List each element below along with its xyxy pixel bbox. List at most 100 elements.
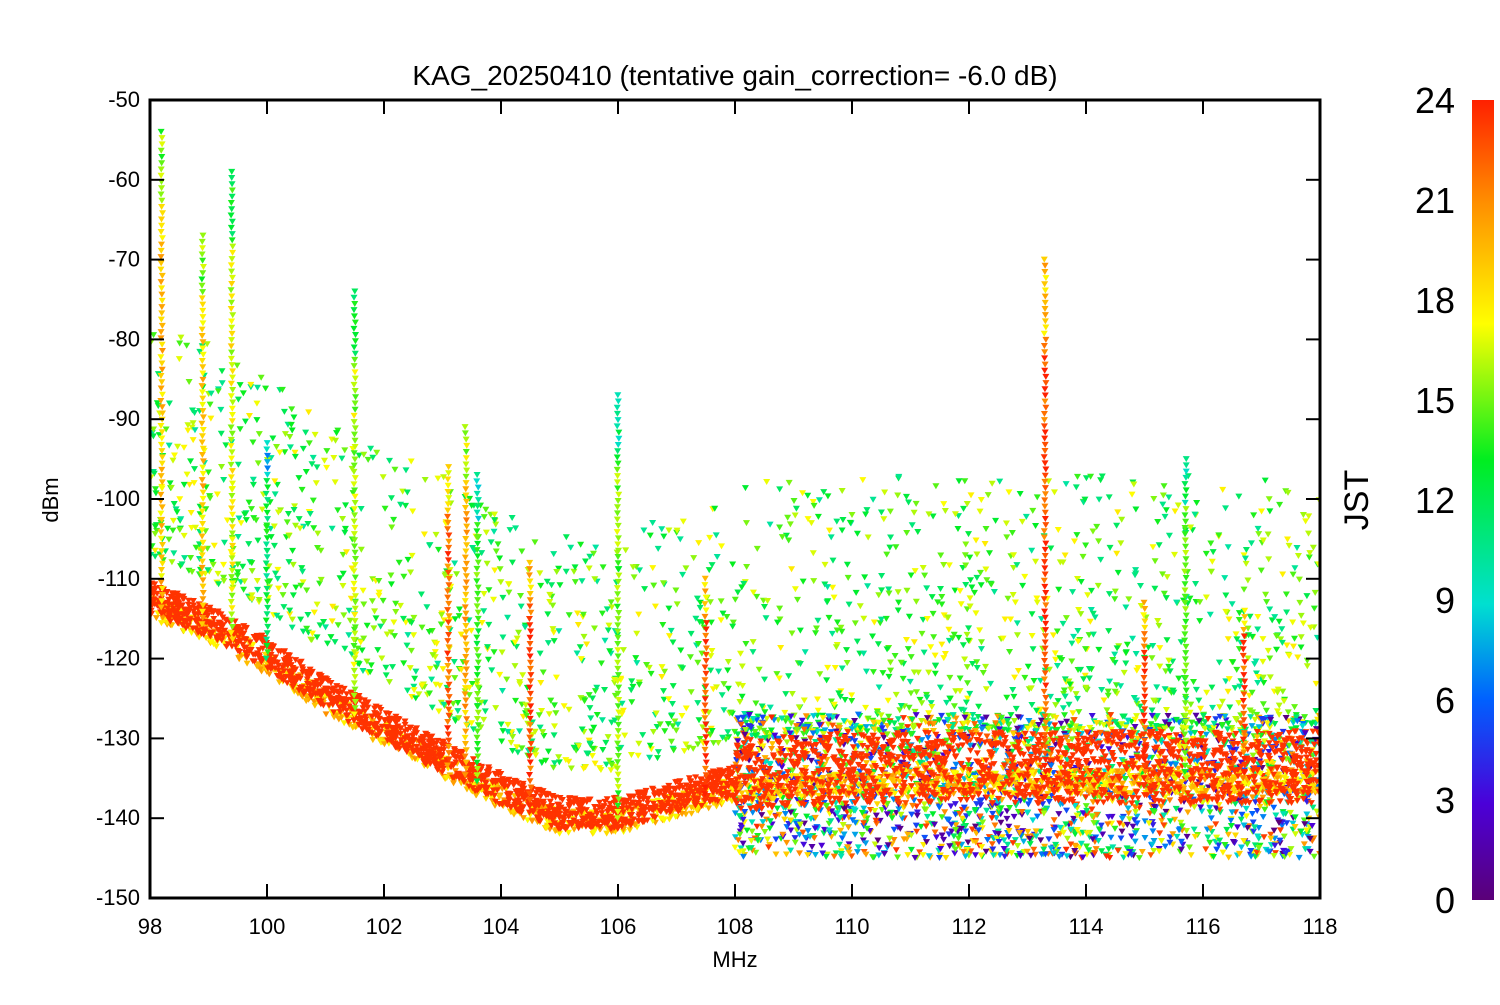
data-point	[916, 849, 924, 856]
data-point	[331, 479, 339, 486]
data-point	[825, 614, 833, 621]
data-point	[812, 630, 820, 637]
data-point	[309, 454, 317, 461]
data-point	[820, 830, 828, 837]
data-point	[587, 715, 595, 722]
data-point	[1248, 633, 1256, 640]
data-point	[918, 700, 926, 707]
data-point	[329, 603, 337, 610]
data-point	[562, 757, 570, 764]
data-point	[833, 810, 841, 817]
data-point	[588, 753, 596, 760]
data-point	[781, 816, 789, 823]
data-point	[909, 802, 917, 809]
data-point	[605, 757, 613, 764]
data-point	[280, 604, 288, 611]
data-point	[253, 577, 261, 584]
data-point	[1081, 496, 1089, 503]
data-point	[604, 627, 612, 634]
data-point	[651, 603, 659, 610]
data-point	[271, 491, 279, 498]
data-point	[579, 611, 587, 618]
data-point	[274, 575, 282, 582]
data-point	[550, 629, 558, 636]
data-point	[1070, 727, 1078, 734]
data-point	[1210, 725, 1218, 732]
data-point	[302, 429, 310, 436]
data-point	[1254, 674, 1262, 681]
data-point	[880, 734, 888, 741]
data-point	[1059, 705, 1067, 712]
data-point	[461, 688, 469, 695]
data-point	[1091, 614, 1099, 621]
data-point	[291, 503, 299, 510]
data-point	[828, 808, 836, 815]
data-point	[1305, 554, 1313, 561]
data-point	[1278, 822, 1286, 829]
data-point	[254, 384, 262, 391]
data-point	[1066, 681, 1074, 688]
data-point	[1072, 484, 1080, 491]
data-point	[943, 816, 951, 823]
data-point	[605, 622, 613, 629]
data-point	[956, 675, 964, 682]
data-point	[734, 589, 742, 596]
data-point	[420, 531, 428, 538]
data-point	[457, 667, 465, 674]
data-point	[249, 439, 257, 446]
data-point	[887, 667, 895, 674]
data-point	[1297, 634, 1305, 641]
data-point	[243, 660, 251, 667]
data-point	[1248, 689, 1256, 696]
data-point	[863, 507, 871, 514]
data-point	[553, 569, 561, 576]
data-point	[1265, 848, 1273, 855]
data-point	[339, 515, 347, 522]
data-point	[1104, 688, 1112, 695]
data-point	[1028, 701, 1036, 708]
data-point	[1028, 547, 1036, 554]
data-point	[519, 672, 527, 679]
data-point	[835, 841, 843, 848]
data-point	[1040, 810, 1048, 817]
data-point	[760, 604, 768, 611]
data-point	[812, 625, 820, 632]
data-point	[1117, 683, 1125, 690]
data-point	[679, 571, 687, 578]
data-point	[514, 749, 522, 756]
data-point	[310, 609, 318, 616]
data-point	[923, 615, 931, 622]
data-point	[567, 544, 575, 551]
data-point	[753, 593, 761, 600]
data-point	[1098, 686, 1106, 693]
data-point	[1251, 824, 1259, 831]
data-point	[682, 565, 690, 572]
data-point	[796, 850, 804, 857]
data-point	[1209, 549, 1217, 556]
data-point	[951, 511, 959, 518]
data-point	[1183, 828, 1191, 835]
data-point	[773, 805, 781, 812]
data-point	[1169, 658, 1177, 665]
data-point	[1312, 680, 1320, 687]
data-point	[1050, 489, 1058, 496]
data-point	[499, 634, 507, 641]
data-point	[1052, 656, 1060, 663]
data-point	[537, 582, 545, 589]
data-point	[1024, 739, 1032, 746]
data-point	[1150, 809, 1158, 816]
data-point	[784, 726, 792, 733]
data-point	[1307, 624, 1315, 631]
data-point	[1153, 684, 1161, 691]
data-point	[538, 759, 546, 766]
data-point	[1186, 709, 1194, 716]
data-point	[598, 717, 606, 724]
data-point	[864, 534, 872, 541]
data-point	[267, 525, 275, 532]
data-point	[731, 844, 739, 851]
data-point	[1222, 592, 1230, 599]
data-point	[599, 564, 607, 571]
data-point	[1038, 711, 1046, 718]
data-point	[1037, 717, 1045, 724]
data-point	[218, 463, 226, 470]
